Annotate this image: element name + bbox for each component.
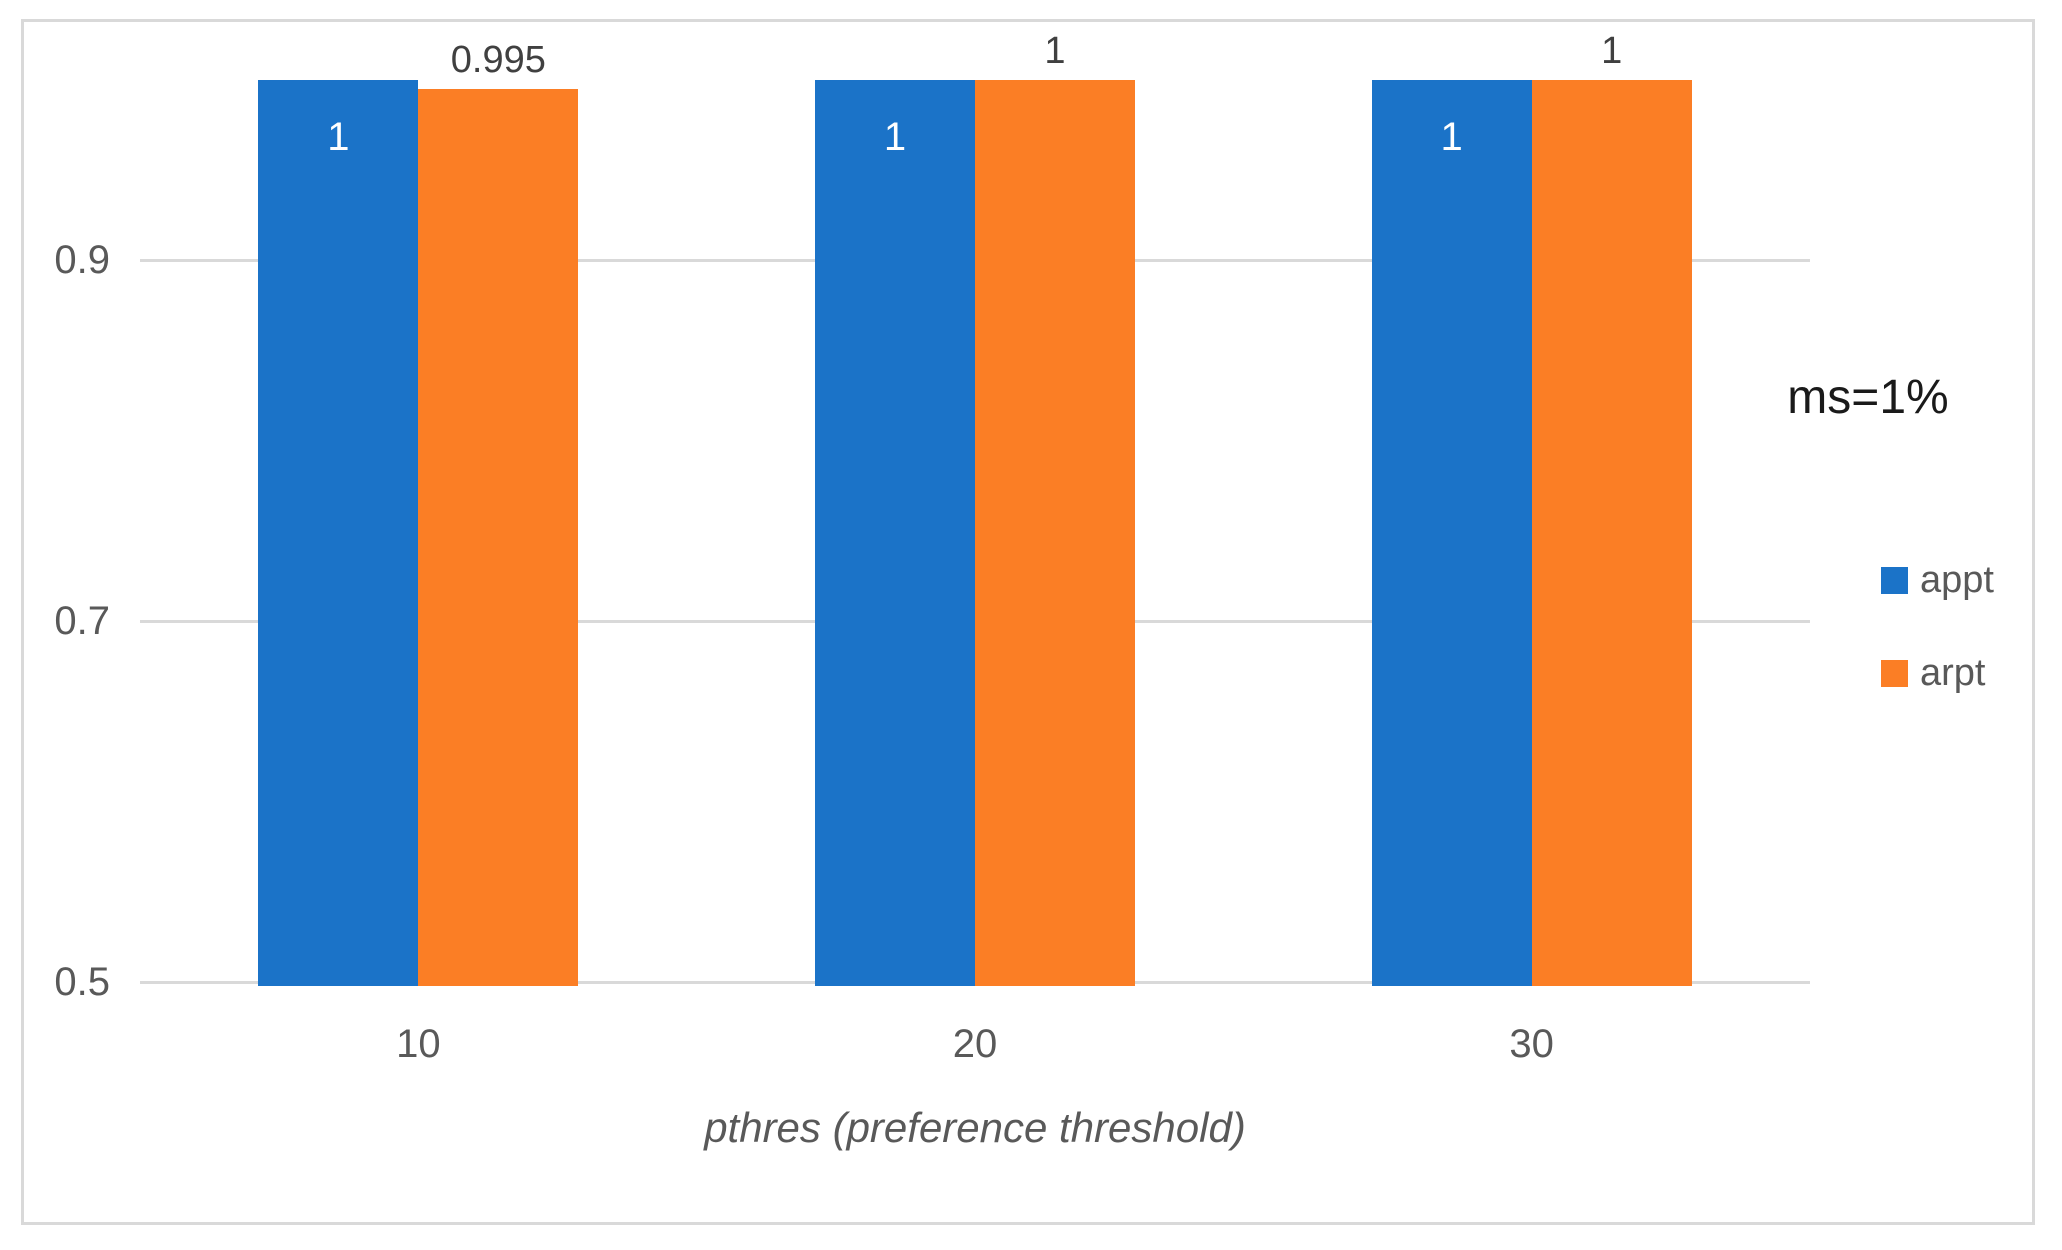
bar-arpt (975, 79, 1135, 986)
y-tick-label: 0.9 (54, 238, 110, 282)
legend-label-arpt: arpt (1920, 651, 1986, 694)
x-tick-label: 30 (1509, 1022, 1554, 1066)
bar-appt (815, 79, 975, 986)
y-tick-label: 0.7 (54, 599, 110, 643)
legend: appt arpt (1881, 558, 1994, 746)
y-tick-label: 0.5 (54, 960, 110, 1004)
bar-appt (258, 79, 419, 986)
x-tick-label: 20 (952, 1022, 998, 1066)
legend-swatch-appt (1881, 566, 1908, 594)
legend-item-arpt: arpt (1881, 651, 1994, 694)
x-tick-label: 10 (396, 1022, 441, 1066)
bar-label-arpt: 1 (1044, 29, 1066, 72)
chart-frame-border (21, 19, 2035, 1225)
bar-label-appt: 1 (327, 114, 350, 159)
legend-swatch-arpt (1881, 659, 1908, 687)
bar-label-appt: 1 (1440, 114, 1463, 159)
bar-label-appt: 1 (883, 114, 907, 159)
annotation-ms: ms=1% (1787, 371, 1949, 424)
bar-appt (1371, 79, 1532, 986)
x-axis-title: pthres (preference threshold) (704, 1104, 1246, 1151)
bar-arpt (418, 88, 579, 986)
bar-label-arpt: 0.995 (450, 38, 546, 81)
bar-arpt (1531, 79, 1692, 986)
legend-label-appt: appt (1920, 558, 1994, 601)
bar-label-arpt: 1 (1601, 29, 1623, 72)
legend-item-appt: appt (1881, 558, 1994, 601)
